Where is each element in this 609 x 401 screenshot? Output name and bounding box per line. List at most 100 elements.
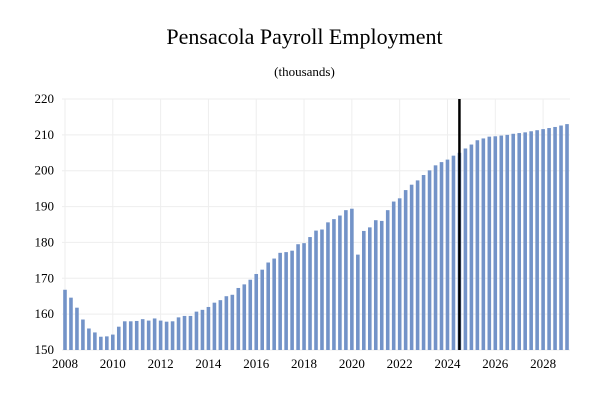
bar <box>116 326 121 350</box>
bar <box>105 336 109 350</box>
bar <box>170 321 175 350</box>
bar <box>403 190 408 350</box>
bar <box>451 155 456 350</box>
bar <box>547 128 551 350</box>
bar <box>362 230 366 350</box>
bar <box>236 287 241 350</box>
bar <box>511 133 516 350</box>
y-tick-label: 170 <box>35 270 55 285</box>
bar <box>296 244 300 350</box>
x-tick-label: 2014 <box>195 356 222 371</box>
y-tick-label: 220 <box>35 91 55 106</box>
bar <box>529 131 533 350</box>
x-tick-label: 2012 <box>148 356 174 371</box>
bar <box>152 318 157 350</box>
bar <box>158 320 163 350</box>
bar <box>320 229 324 350</box>
bar <box>553 126 557 350</box>
bar <box>415 180 420 350</box>
bar <box>397 198 402 350</box>
y-tick-label: 210 <box>35 127 55 142</box>
bar <box>391 201 396 350</box>
bar <box>565 124 569 350</box>
bar <box>111 334 115 350</box>
bar <box>260 269 265 350</box>
bar <box>535 130 539 350</box>
bar <box>164 321 169 350</box>
bar <box>242 284 247 350</box>
bar <box>63 289 67 350</box>
bar <box>284 252 288 350</box>
bar <box>230 294 235 350</box>
bar <box>140 319 145 350</box>
bar <box>206 306 211 350</box>
bar <box>541 129 545 350</box>
y-tick-label: 200 <box>35 163 55 178</box>
y-tick-label: 190 <box>35 199 55 214</box>
bar <box>439 162 444 350</box>
x-tick-label: 2026 <box>482 356 509 371</box>
bar <box>379 220 384 350</box>
x-tick-label: 2020 <box>339 356 365 371</box>
bar <box>356 254 360 350</box>
bar <box>523 132 527 350</box>
bar <box>200 309 205 350</box>
bar <box>421 175 426 350</box>
x-tick-label: 2022 <box>387 356 413 371</box>
bar <box>463 148 468 350</box>
bar <box>218 300 223 350</box>
bar <box>469 144 474 350</box>
bar <box>81 319 85 350</box>
bar <box>308 237 312 350</box>
x-tick-label: 2010 <box>100 356 126 371</box>
bar <box>272 258 276 350</box>
bar <box>427 170 432 350</box>
bar <box>194 311 199 350</box>
x-tick-label: 2018 <box>291 356 317 371</box>
bar <box>278 252 282 350</box>
chart-title: Pensacola Payroll Employment <box>166 24 443 49</box>
bar <box>146 320 151 350</box>
bar <box>224 296 229 350</box>
bar <box>248 279 253 350</box>
x-tick-label: 2024 <box>434 356 461 371</box>
bar <box>487 136 492 350</box>
bar <box>75 307 79 350</box>
bar <box>134 320 139 350</box>
chart-subtitle: (thousands) <box>274 64 335 79</box>
y-tick-label: 150 <box>35 342 55 357</box>
bar <box>445 159 450 350</box>
y-tick-label: 180 <box>35 234 55 249</box>
bar <box>481 138 486 350</box>
bar <box>505 134 510 350</box>
bar <box>254 273 259 350</box>
bar <box>99 336 103 350</box>
bar <box>559 125 563 350</box>
bar <box>290 250 294 350</box>
x-tick-label: 2028 <box>530 356 556 371</box>
bar <box>517 133 521 350</box>
bar <box>69 297 73 350</box>
bar <box>176 317 181 350</box>
bar <box>266 262 270 350</box>
x-tick-label: 2016 <box>243 356 270 371</box>
bar <box>314 230 318 350</box>
bar <box>212 302 217 350</box>
bar <box>338 215 342 350</box>
bar <box>385 210 390 350</box>
bar <box>373 220 378 350</box>
bar <box>350 208 354 350</box>
bar <box>332 219 336 350</box>
bar <box>122 321 127 350</box>
bar <box>188 315 193 350</box>
bar <box>182 315 187 350</box>
y-tick-label: 160 <box>35 306 55 321</box>
bar <box>409 184 414 350</box>
bar <box>433 165 438 350</box>
bar <box>499 135 504 350</box>
bar <box>344 210 348 350</box>
bar <box>302 243 306 350</box>
bar <box>128 321 133 350</box>
bar <box>93 332 97 350</box>
